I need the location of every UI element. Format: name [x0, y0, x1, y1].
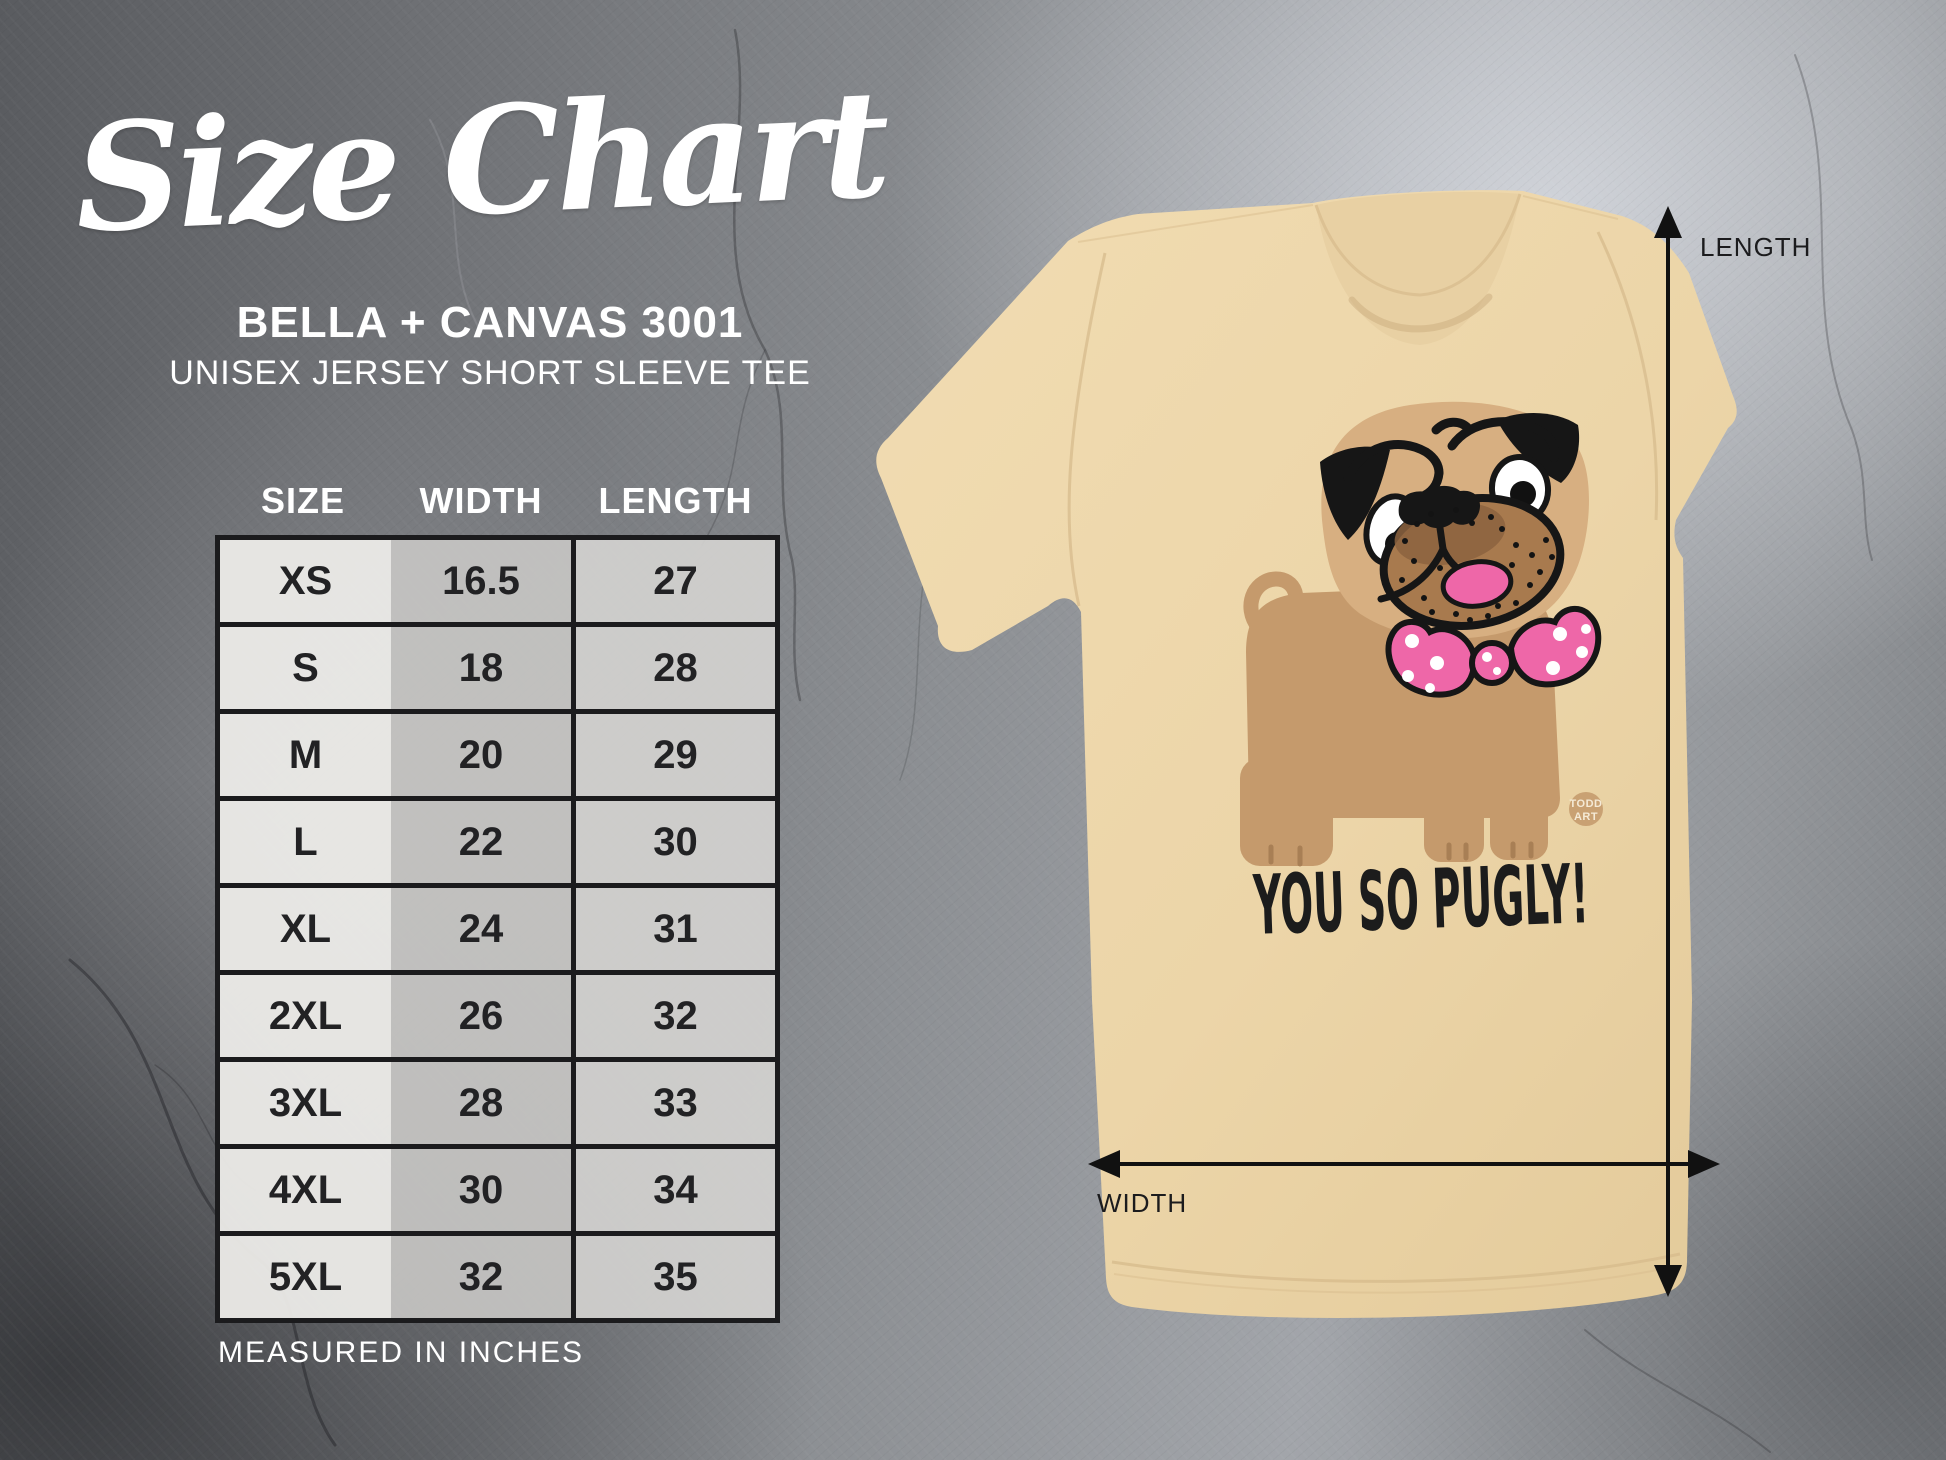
width-cell: 18: [391, 627, 571, 709]
width-cell: 22: [391, 801, 571, 883]
measurement-arrows: LENGTH WIDTH: [1088, 206, 1811, 1297]
length-cell: 34: [571, 1149, 775, 1231]
size-cell: 4XL: [220, 1149, 391, 1231]
width-cell: 28: [391, 1062, 571, 1144]
length-cell: 33: [571, 1062, 775, 1144]
table-header-row: SIZE WIDTH LENGTH: [215, 480, 780, 522]
pug-legs: [1240, 758, 1548, 866]
length-cell: 32: [571, 975, 775, 1057]
size-cell: XL: [220, 888, 391, 970]
size-cell: 5XL: [220, 1236, 391, 1318]
pug-tongue: [1440, 559, 1514, 609]
left-ear: [1320, 446, 1390, 540]
pug-graphic: TODD ART YOU SO PUGLY!: [1240, 401, 1603, 954]
width-cell: 24: [391, 888, 571, 970]
width-cell: 26: [391, 975, 571, 1057]
shirt-seams: [1067, 195, 1681, 1294]
artist-badge: TODD ART: [1569, 792, 1603, 826]
length-cell: 28: [571, 627, 775, 709]
size-table: XS 16.5 27 S 18 28 M 20 29 L 22 30 XL 24…: [215, 535, 780, 1323]
badge-line2: ART: [1574, 811, 1598, 823]
header-width: WIDTH: [419, 480, 543, 521]
size-cell: XS: [220, 540, 391, 622]
table-row: 5XL 32 35: [220, 1236, 775, 1318]
table-row: XS 16.5 27: [220, 540, 775, 627]
brand-line: BELLA + CANVAS 3001: [236, 298, 744, 347]
table-row: L 22 30: [220, 801, 775, 888]
header-size: SIZE: [260, 480, 345, 521]
pug-muzzle: [1377, 485, 1565, 630]
table-row: 4XL 30 34: [220, 1149, 775, 1236]
length-cell: 31: [571, 888, 775, 970]
pug-brows: [1343, 417, 1559, 502]
paw-toes: [1268, 841, 1534, 867]
width-arrow: [1088, 1150, 1720, 1178]
size-cell: 2XL: [220, 975, 391, 1057]
tshirt: TODD ART YOU SO PUGLY!: [876, 190, 1737, 1318]
length-arrow: [1654, 206, 1682, 1297]
design-text: YOU SO PUGLY!: [1252, 847, 1591, 954]
table-row: 3XL 28 33: [220, 1062, 775, 1149]
muzzle-speckles: [1399, 507, 1555, 623]
width-label: WIDTH: [1097, 1188, 1187, 1218]
length-cell: 35: [571, 1236, 775, 1318]
size-cell: 3XL: [220, 1062, 391, 1144]
bow-right-lobe: [1507, 605, 1602, 688]
pug-nose: [1398, 485, 1481, 529]
length-label: LENGTH: [1700, 232, 1811, 262]
right-ear: [1497, 412, 1580, 483]
bow-tie: [1385, 605, 1602, 698]
width-cell: 20: [391, 714, 571, 796]
pug-ears: [1320, 412, 1580, 540]
table-row: 2XL 26 32: [220, 975, 775, 1062]
table-row: M 20 29: [220, 714, 775, 801]
size-cell: L: [220, 801, 391, 883]
page-title: Size Chart: [71, 56, 889, 266]
header-length: LENGTH: [598, 480, 753, 521]
width-cell: 30: [391, 1149, 571, 1231]
size-cell: S: [220, 627, 391, 709]
table-row: S 18 28: [220, 627, 775, 714]
length-cell: 30: [571, 801, 775, 883]
width-cell: 16.5: [391, 540, 571, 622]
product-line: UNISEX JERSEY SHORT SLEEVE TEE: [169, 354, 811, 392]
bow-knot: [1469, 640, 1515, 686]
width-cell: 32: [391, 1236, 571, 1318]
length-cell: 29: [571, 714, 775, 796]
bow-polka-dots: [1402, 624, 1591, 693]
size-cell: M: [220, 714, 391, 796]
collar: [1314, 192, 1522, 345]
badge-line1: TODD: [1570, 798, 1603, 810]
measurement-footnote: MEASURED IN INCHES: [218, 1336, 585, 1369]
table-row: XL 24 31: [220, 888, 775, 975]
length-cell: 27: [571, 540, 775, 622]
